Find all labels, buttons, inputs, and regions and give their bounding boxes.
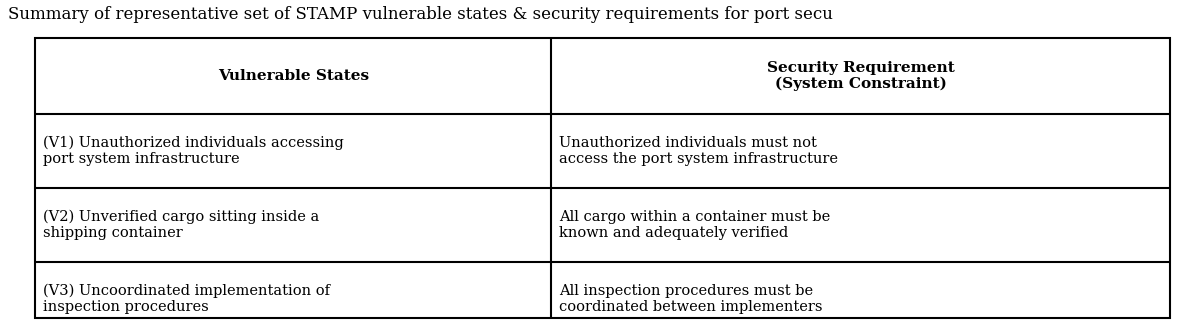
Text: (V1) Unauthorized individuals accessing
port system infrastructure: (V1) Unauthorized individuals accessing …: [42, 136, 344, 166]
Text: Vulnerable States: Vulnerable States: [218, 69, 369, 83]
Text: All inspection procedures must be
coordinated between implementers: All inspection procedures must be coordi…: [559, 284, 823, 314]
Text: (V3) Uncoordinated implementation of
inspection procedures: (V3) Uncoordinated implementation of ins…: [42, 284, 330, 314]
Text: (V2) Unverified cargo sitting inside a
shipping container: (V2) Unverified cargo sitting inside a s…: [42, 210, 320, 240]
Text: All cargo within a container must be
known and adequately verified: All cargo within a container must be kno…: [559, 210, 831, 240]
Bar: [35, 38, 1170, 318]
Text: Unauthorized individuals must not
access the port system infrastructure: Unauthorized individuals must not access…: [559, 136, 838, 166]
Text: Security Requirement
(System Constraint): Security Requirement (System Constraint): [766, 61, 955, 91]
Text: Summary of representative set of STAMP vulnerable states & security requirements: Summary of representative set of STAMP v…: [8, 6, 832, 23]
